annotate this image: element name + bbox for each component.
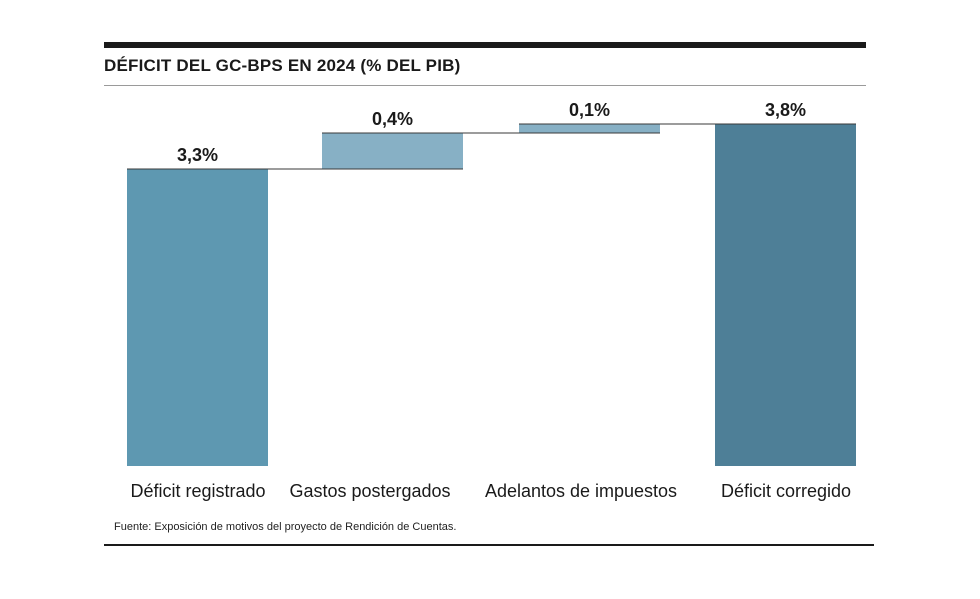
value-label: 0,4% <box>372 109 413 129</box>
value-label: 0,1% <box>569 100 610 120</box>
category-label: Gastos postergados <box>289 481 450 501</box>
chart-title: DÉFICIT DEL GC-BPS EN 2024 (% DEL PIB) <box>104 56 461 75</box>
category-label: Déficit registrado <box>130 481 265 501</box>
value-label: 3,3% <box>177 145 218 165</box>
source-note: Fuente: Exposición de motivos del proyec… <box>114 521 457 533</box>
value-label: 3,8% <box>765 100 806 120</box>
bar <box>127 169 268 466</box>
bar <box>519 124 660 133</box>
top-rule <box>104 42 866 48</box>
category-label: Déficit corregido <box>721 481 851 501</box>
bar <box>715 124 856 466</box>
bar <box>322 133 463 169</box>
category-label: Adelantos de impuestos <box>485 481 677 501</box>
title-rule <box>104 85 866 86</box>
bottom-rule <box>104 544 874 546</box>
